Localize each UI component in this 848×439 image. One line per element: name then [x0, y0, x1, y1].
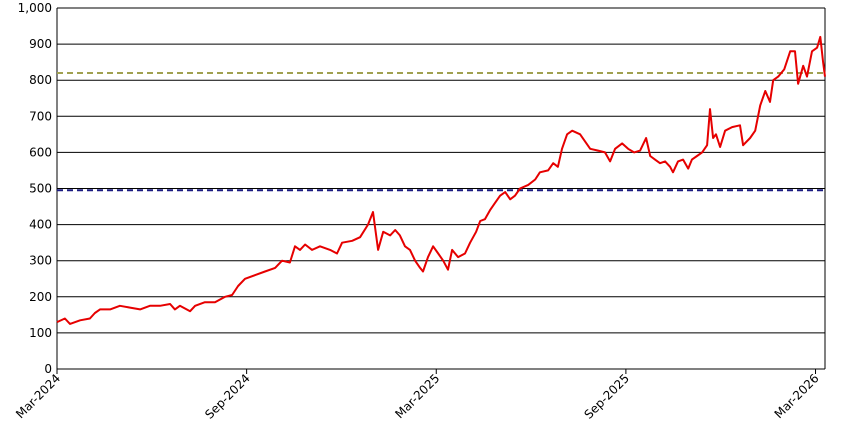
- x-tick-label: Sep-2024: [202, 371, 253, 422]
- x-tick-label: Mar-2024: [13, 371, 63, 421]
- x-tick-label: Mar-2025: [392, 371, 442, 421]
- y-tick-label: 0: [44, 362, 52, 376]
- y-tick-label: 800: [29, 73, 52, 87]
- x-tick-label: Mar-2026: [772, 371, 822, 421]
- y-tick-label: 100: [29, 326, 52, 340]
- y-tick-label: 300: [29, 254, 52, 268]
- y-tick-label: 400: [29, 218, 52, 232]
- y-tick-label: 600: [29, 145, 52, 159]
- y-tick-label: 200: [29, 290, 52, 304]
- price-line: [56, 35, 826, 325]
- x-tick-label: Sep-2025: [581, 371, 632, 422]
- y-tick-label: 900: [29, 37, 52, 51]
- y-tick-label: 1,000: [18, 1, 52, 15]
- y-tick-label: 500: [29, 182, 52, 196]
- y-tick-label: 700: [29, 109, 52, 123]
